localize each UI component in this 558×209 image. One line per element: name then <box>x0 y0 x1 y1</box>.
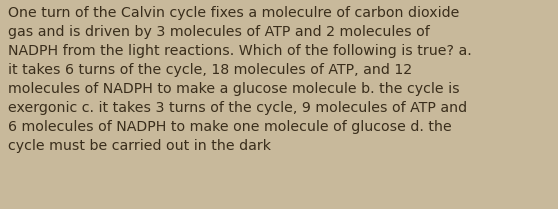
Text: One turn of the Calvin cycle fixes a moleculre of carbon dioxide
gas and is driv: One turn of the Calvin cycle fixes a mol… <box>8 6 472 153</box>
